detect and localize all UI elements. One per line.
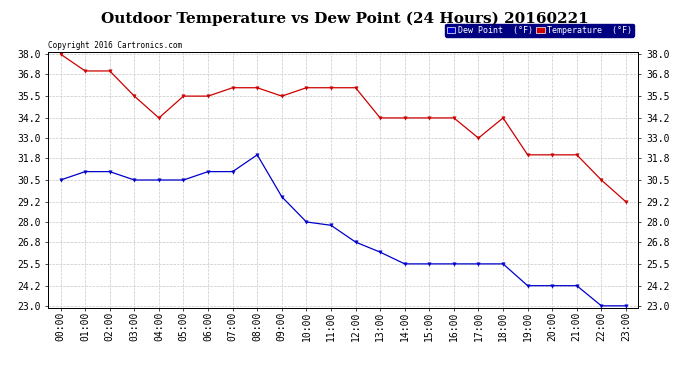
Legend: Dew Point  (°F), Temperature  (°F): Dew Point (°F), Temperature (°F) [445,24,634,37]
Text: Outdoor Temperature vs Dew Point (24 Hours) 20160221: Outdoor Temperature vs Dew Point (24 Hou… [101,11,589,26]
Text: Copyright 2016 Cartronics.com: Copyright 2016 Cartronics.com [48,41,182,50]
